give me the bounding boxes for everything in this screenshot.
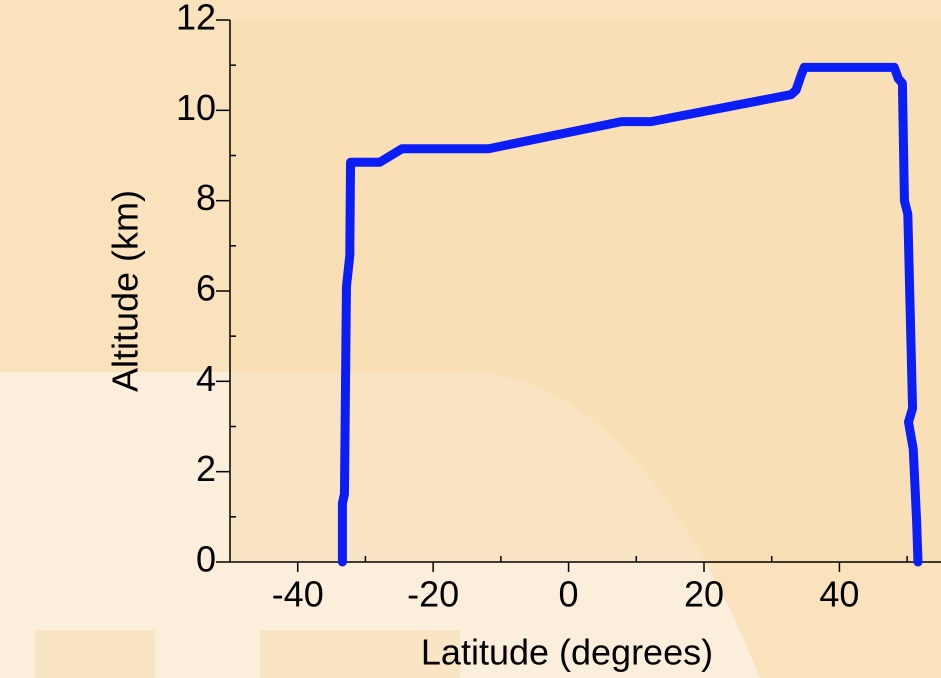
- y-tick-label: 8: [196, 177, 216, 218]
- y-tick-label: 2: [196, 448, 216, 489]
- x-tick-label: -40: [272, 574, 324, 615]
- background-block: [260, 630, 460, 678]
- y-axis-label: Altitude (km): [105, 190, 146, 392]
- data-line: [337, 62, 923, 567]
- x-tick-label: 0: [559, 574, 579, 615]
- y-tick-label: 12: [176, 0, 216, 38]
- x-axis-label: Latitude (degrees): [421, 632, 713, 673]
- y-tick-label: 10: [176, 87, 216, 128]
- y-tick-label: 6: [196, 268, 216, 309]
- x-tick-label: -20: [407, 574, 459, 615]
- background-block: [35, 630, 155, 678]
- y-tick-label: 0: [196, 539, 216, 580]
- x-tick-label: 40: [819, 574, 859, 615]
- x-tick-label: 20: [684, 574, 724, 615]
- plot-area: [230, 20, 941, 562]
- y-tick-label: 4: [196, 358, 216, 399]
